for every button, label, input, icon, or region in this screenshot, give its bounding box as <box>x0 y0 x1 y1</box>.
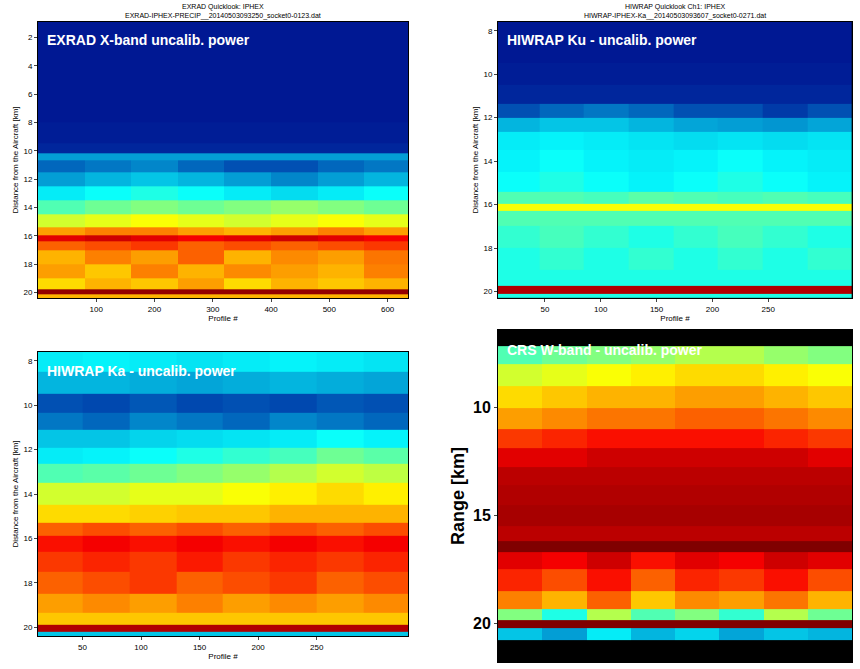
svg-text:200: 200 <box>148 305 162 314</box>
svg-text:250: 250 <box>310 643 324 652</box>
svg-text:50: 50 <box>78 643 87 652</box>
svg-text:10: 10 <box>473 399 491 416</box>
svg-text:12: 12 <box>23 445 32 454</box>
svg-text:14: 14 <box>23 203 32 212</box>
svg-text:8: 8 <box>28 357 33 366</box>
svg-text:HIWRAP Quicklook Ch1: IPHEX: HIWRAP Quicklook Ch1: IPHEX <box>625 3 726 11</box>
svg-text:50: 50 <box>540 305 549 314</box>
svg-text:8: 8 <box>488 26 493 35</box>
svg-text:HIWRAP-IPHEX-Ka__2014050309360: HIWRAP-IPHEX-Ka__20140503093607_socket0-… <box>584 12 766 20</box>
svg-text:20: 20 <box>23 623 32 632</box>
svg-text:8: 8 <box>28 118 33 127</box>
svg-text:Profile #: Profile # <box>208 314 238 323</box>
svg-text:EXRAD X-band uncalib. power: EXRAD X-band uncalib. power <box>47 32 250 48</box>
svg-text:CRS W-band - uncalib. power: CRS W-band - uncalib. power <box>507 342 702 358</box>
svg-text:EXRAD Quicklook: IPHEX: EXRAD Quicklook: IPHEX <box>182 3 264 11</box>
svg-text:HIWRAP Ka - uncalib. power: HIWRAP Ka - uncalib. power <box>47 363 236 379</box>
svg-text:HIWRAP Ku - uncalib. power: HIWRAP Ku - uncalib. power <box>507 32 697 48</box>
svg-text:200: 200 <box>706 305 720 314</box>
svg-text:12: 12 <box>483 113 492 122</box>
svg-text:6: 6 <box>28 90 33 99</box>
svg-text:20: 20 <box>473 615 491 632</box>
svg-text:15: 15 <box>473 507 491 524</box>
svg-text:18: 18 <box>483 244 492 253</box>
svg-text:12: 12 <box>23 175 32 184</box>
svg-text:100: 100 <box>134 643 148 652</box>
svg-text:Distance from the Aircraft [km: Distance from the Aircraft [km] <box>11 440 20 547</box>
svg-text:14: 14 <box>483 157 492 166</box>
svg-text:20: 20 <box>483 287 492 296</box>
svg-text:150: 150 <box>650 305 664 314</box>
svg-text:100: 100 <box>90 305 104 314</box>
svg-text:14: 14 <box>23 490 32 499</box>
svg-text:EXRAD-IPHEX-PRECIP__2014050309: EXRAD-IPHEX-PRECIP__20140503093250_socke… <box>125 12 321 20</box>
svg-text:Range [km]: Range [km] <box>448 447 468 545</box>
svg-text:4: 4 <box>28 62 33 71</box>
svg-text:10: 10 <box>483 70 492 79</box>
svg-text:400: 400 <box>264 305 278 314</box>
svg-text:500: 500 <box>323 305 337 314</box>
svg-text:Profile #: Profile # <box>208 652 238 661</box>
svg-text:18: 18 <box>23 260 32 269</box>
svg-text:150: 150 <box>193 643 207 652</box>
svg-text:10: 10 <box>23 147 32 156</box>
svg-text:20: 20 <box>23 288 32 297</box>
svg-text:2: 2 <box>28 33 33 42</box>
svg-text:200: 200 <box>251 643 265 652</box>
svg-text:18: 18 <box>23 579 32 588</box>
svg-text:250: 250 <box>762 305 776 314</box>
svg-text:16: 16 <box>483 200 492 209</box>
svg-text:600: 600 <box>381 305 395 314</box>
svg-text:10: 10 <box>23 401 32 410</box>
svg-text:Distance from the Aircraft [km: Distance from the Aircraft [km] <box>471 106 480 213</box>
svg-text:Distance from the Aircraft [km: Distance from the Aircraft [km] <box>11 106 20 213</box>
svg-text:300: 300 <box>206 305 220 314</box>
svg-text:100: 100 <box>594 305 608 314</box>
svg-text:16: 16 <box>23 534 32 543</box>
svg-text:Profile #: Profile # <box>660 314 690 323</box>
svg-text:16: 16 <box>23 232 32 241</box>
